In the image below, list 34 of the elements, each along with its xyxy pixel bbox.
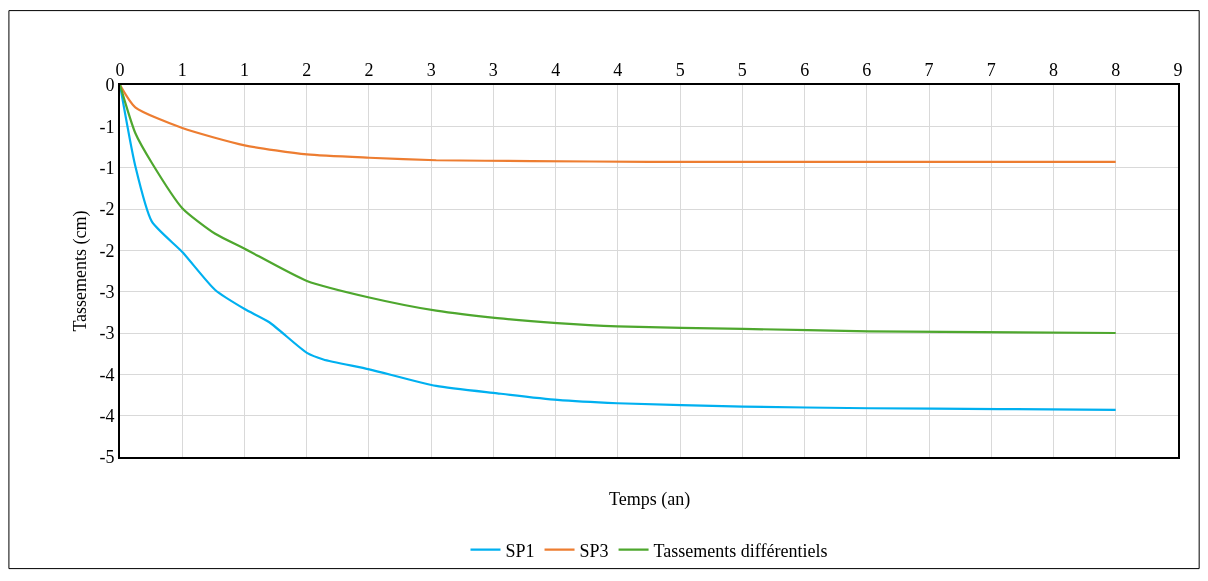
x-tick-label: 8 bbox=[1111, 59, 1121, 80]
x-tick-label: 7 bbox=[924, 59, 934, 80]
y-tick-label: -1 bbox=[99, 116, 115, 137]
x-tick-label: 3 bbox=[426, 59, 436, 80]
x-tick-label: 4 bbox=[613, 59, 623, 80]
x-tick-label: 2 bbox=[364, 59, 374, 80]
y-tick-label: 0 bbox=[105, 75, 115, 96]
x-tick-label: 1 bbox=[177, 59, 187, 80]
y-tick-label: -4 bbox=[99, 405, 115, 426]
y-tick-label: -2 bbox=[99, 199, 115, 220]
x-tick-label: 7 bbox=[986, 59, 996, 80]
y-tick-label: -5 bbox=[99, 447, 115, 468]
y-tick-label: -2 bbox=[99, 240, 115, 261]
x-tick-label: 9 bbox=[1173, 59, 1183, 80]
y-axis-title: Tassements (cm) bbox=[70, 210, 92, 332]
legend-label: Tassements différentiels bbox=[653, 540, 828, 561]
line-series bbox=[120, 85, 1117, 164]
y-tick-label: -1 bbox=[99, 157, 115, 178]
x-tick-label: 3 bbox=[488, 59, 498, 80]
x-axis-title: Temps (an) bbox=[609, 489, 691, 510]
x-tick-label: 6 bbox=[800, 59, 810, 80]
x-tick-label: 5 bbox=[675, 59, 685, 80]
x-tick-label: 6 bbox=[862, 59, 872, 80]
y-tick-label: -3 bbox=[99, 323, 115, 344]
x-tick-label: 2 bbox=[302, 59, 312, 80]
x-tick-label: 1 bbox=[239, 59, 249, 80]
y-tick-label: -4 bbox=[99, 364, 115, 385]
line-series bbox=[120, 85, 1117, 335]
x-tick-label: 5 bbox=[737, 59, 747, 80]
y-tick-label: -3 bbox=[99, 281, 115, 302]
legend-label: SP3 bbox=[579, 540, 609, 561]
legend-label: SP1 bbox=[505, 540, 535, 561]
x-tick-label: 8 bbox=[1049, 59, 1059, 80]
x-tick-label: 4 bbox=[551, 59, 561, 80]
